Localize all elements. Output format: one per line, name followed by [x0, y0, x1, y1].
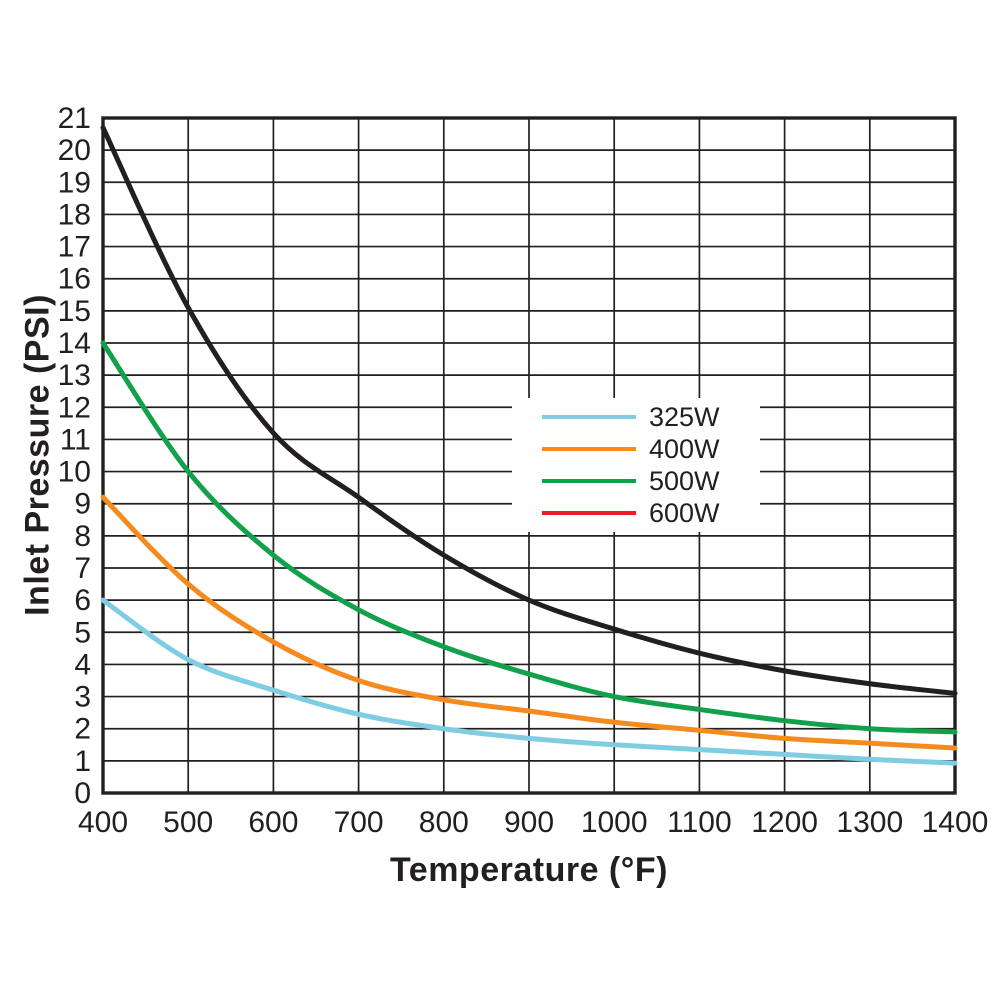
y-tick-label-3: 3	[74, 681, 91, 714]
y-tick-label-13: 13	[58, 359, 91, 392]
x-tick-label-500: 500	[163, 806, 213, 839]
y-axis-title: Inlet Pressure (PSI)	[18, 294, 57, 616]
y-tick-label-9: 9	[74, 488, 91, 521]
y-tick-label-16: 16	[58, 263, 91, 296]
y-tick-label-5: 5	[74, 616, 91, 649]
y-tick-label-1: 1	[74, 745, 91, 778]
y-tick-label-6: 6	[74, 584, 91, 617]
y-tick-label-4: 4	[74, 648, 91, 681]
y-tick-label-12: 12	[58, 391, 91, 424]
legend-label-400W: 400W	[649, 434, 720, 464]
tick-labels: 400 500 600 700 800 900 1000 1100 1200 1300 140001…	[58, 102, 989, 839]
x-axis-title: Temperature (°F)	[390, 851, 668, 889]
series-curves	[100, 125, 958, 766]
y-tick-label-20: 20	[58, 134, 91, 167]
x-tick-label-1000: 1000	[581, 806, 648, 839]
series-curve-400W	[100, 494, 958, 751]
y-tick-label-2: 2	[74, 713, 91, 746]
x-tick-label-1100: 1100	[667, 806, 732, 839]
legend-label-600W: 600W	[649, 498, 720, 528]
y-tick-label-8: 8	[74, 520, 91, 553]
y-tick-label-17: 17	[58, 231, 91, 264]
series-curve-600W	[100, 125, 958, 696]
legend-label-500W: 500W	[649, 466, 720, 496]
y-tick-label-11: 11	[60, 423, 91, 456]
y-tick-label-18: 18	[58, 198, 91, 231]
y-tick-label-21: 21	[58, 102, 91, 135]
plot-border	[101, 116, 957, 795]
y-tick-label-14: 14	[58, 327, 91, 360]
y-tick-label-15: 15	[58, 295, 91, 328]
y-tick-label-10: 10	[58, 456, 91, 489]
legend-label-325W: 325W	[649, 402, 720, 432]
x-tick-label-400: 400	[78, 806, 128, 839]
series-curve-500W	[100, 340, 958, 735]
y-tick-label-7: 7	[74, 552, 91, 585]
y-tick-label-19: 19	[58, 166, 91, 199]
x-tick-label-900: 900	[504, 806, 554, 839]
x-tick-label-700: 700	[334, 806, 384, 839]
y-tick-label-0: 0	[74, 777, 91, 810]
x-tick-label-1300: 1300	[836, 806, 903, 839]
x-tick-label-1200: 1200	[751, 806, 818, 839]
x-tick-label-600: 600	[248, 806, 298, 839]
x-tick-label-1400: 1400	[922, 806, 989, 839]
legend-background	[512, 398, 760, 532]
x-tick-label-800: 800	[419, 806, 469, 839]
series-curve-325W	[100, 597, 958, 766]
